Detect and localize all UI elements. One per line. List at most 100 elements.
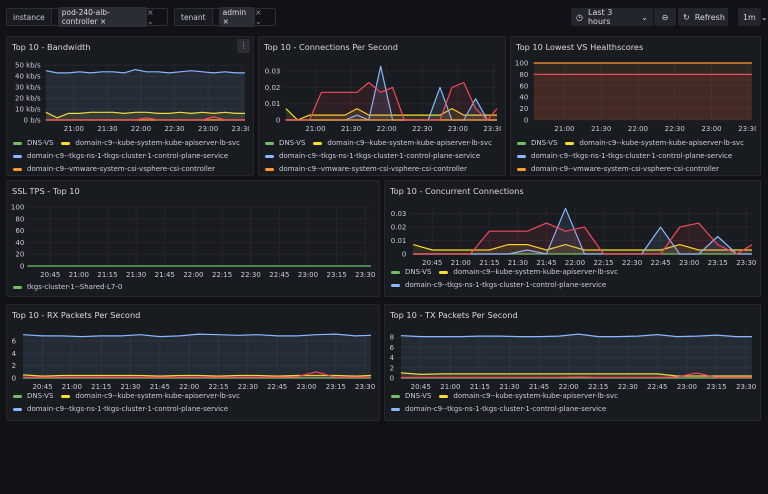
x-tick-label: 23:15 bbox=[706, 383, 726, 391]
tenant-chip[interactable]: admin × bbox=[218, 7, 255, 27]
legend-item[interactable]: domain-c9--tkgs-ns-1-tkgs-cluster-1-cont… bbox=[13, 152, 228, 160]
instance-variable[interactable]: instance pod-240-alb-controller × × ⌄ bbox=[6, 7, 168, 27]
legend-item[interactable]: tkgs-cluster-1--Shared-L7-0 bbox=[13, 283, 122, 291]
legend-swatch bbox=[391, 270, 400, 274]
series-area bbox=[413, 208, 752, 254]
clear-chevron-icon[interactable]: × ⌄ bbox=[254, 8, 262, 26]
chart-rx: 0 2 4 6 20:45 21:00 21:15 21:30 21:45 22:00 22:15 2… bbox=[12, 331, 375, 391]
x-tick-label: 23:30 bbox=[483, 125, 501, 133]
x-tick-label: 22:15 bbox=[208, 383, 228, 391]
legend-item[interactable]: domain-c9--tkgs-ns-1-tkgs-cluster-1-cont… bbox=[391, 281, 606, 289]
legend-swatch bbox=[391, 407, 400, 411]
clear-chevron-icon[interactable]: × ⌄ bbox=[146, 8, 154, 26]
series-line-domain-c9--kube-system-kube-apiserver-lb-svc bbox=[22, 374, 372, 377]
legend-item[interactable]: domain-c9--tkgs-ns-1-tkgs-cluster-1-cont… bbox=[13, 405, 228, 413]
remove-icon[interactable]: × bbox=[99, 17, 107, 26]
instance-value: pod-240-alb-controller bbox=[61, 8, 110, 26]
x-tick-label: 22:00 bbox=[179, 383, 199, 391]
y-tick-label: 0.01 bbox=[391, 237, 407, 245]
y-tick-label: 0 b/s bbox=[24, 117, 41, 125]
y-tick-label: 80 bbox=[519, 71, 528, 79]
y-tick-label: 60 bbox=[15, 227, 24, 235]
legend-label: domain-c9--tkgs-ns-1-tkgs-cluster-1-cont… bbox=[405, 281, 607, 289]
legend-item[interactable]: domain-c9--vmware-system-csi-vsphere-csi… bbox=[13, 165, 215, 173]
x-tick-label: 23:30 bbox=[736, 383, 756, 391]
x-tick-label: 22:00 bbox=[559, 383, 579, 391]
x-tick-label: 22:45 bbox=[267, 383, 287, 391]
x-tick-label: 23:00 bbox=[701, 125, 721, 133]
legend-item[interactable]: domain-c9--kube-system-kube-apiserver-lb… bbox=[313, 139, 492, 147]
legend-label: domain-c9--kube-system-kube-apiserver-lb… bbox=[327, 139, 492, 147]
legend-item[interactable]: DNS-VS bbox=[391, 392, 431, 400]
series-line-unnamed bbox=[401, 372, 752, 379]
legend-swatch bbox=[391, 283, 400, 287]
legend-label: domain-c9--tkgs-ns-1-tkgs-cluster-1-cont… bbox=[405, 405, 607, 413]
tenant-variable[interactable]: tenant admin × × ⌄ bbox=[174, 7, 276, 27]
chart-ssl: 0 20 40 60 80 100 20:45 21:00 21:15 21:30 21:45 22:… bbox=[11, 204, 375, 280]
x-tick-label: 23:00 bbox=[448, 125, 468, 133]
series-line-domain-c9--kube-system-kube-apiserver-lb-svc bbox=[400, 372, 752, 377]
y-tick-label: 100 bbox=[11, 204, 24, 212]
y-tick-label: 0 bbox=[20, 263, 24, 271]
legend-item[interactable]: domain-c9--vmware-system-csi-vsphere-csi… bbox=[265, 165, 467, 173]
legend-item[interactable]: DNS-VS bbox=[13, 139, 53, 147]
legend-item[interactable]: domain-c9--tkgs-ns-1-tkgs-cluster-1-cont… bbox=[391, 405, 606, 413]
legend-item[interactable]: DNS-VS bbox=[517, 139, 557, 147]
x-tick-label: 23:30 bbox=[738, 125, 756, 133]
legend-label: domain-c9--vmware-system-csi-vsphere-csi… bbox=[279, 165, 467, 173]
x-tick-label: 21:00 bbox=[69, 271, 89, 279]
legend-label: DNS-VS bbox=[531, 139, 558, 147]
legend-item[interactable]: domain-c9--kube-system-kube-apiserver-lb… bbox=[61, 139, 240, 147]
legend-label: domain-c9--vmware-system-csi-vsphere-csi… bbox=[531, 165, 719, 173]
series-line-unnamed bbox=[413, 222, 753, 255]
legend-item[interactable]: domain-c9--kube-system-kube-apiserver-lb… bbox=[439, 392, 618, 400]
legend-item[interactable]: domain-c9--tkgs-ns-1-tkgs-cluster-1-cont… bbox=[265, 152, 480, 160]
x-tick-label: 21:30 bbox=[126, 271, 146, 279]
instance-chip[interactable]: pod-240-alb-controller × bbox=[57, 7, 147, 27]
x-tick-label: 21:45 bbox=[150, 383, 170, 391]
y-tick-label: 60 bbox=[519, 82, 528, 90]
series-line-domain-c9--kube-system-kube-apiserver-lb-svc bbox=[285, 108, 497, 121]
legend-label: DNS-VS bbox=[279, 139, 306, 147]
legend-swatch bbox=[13, 154, 22, 158]
y-tick-label: 0 bbox=[12, 375, 16, 383]
panel-menu-icon[interactable]: ⋮ bbox=[237, 39, 250, 53]
legend-swatch bbox=[61, 141, 71, 145]
series-line-domain-c9--tkgs-ns-1-tkgs-cluster-1-control-plane-service bbox=[22, 333, 372, 338]
panel-rx-packets: Top 10 - RX Packets Per Second 0 2 4 6 20:45… bbox=[6, 304, 380, 421]
remove-icon[interactable]: × bbox=[222, 17, 229, 26]
legend-label: DNS-VS bbox=[27, 139, 54, 147]
legend: DNS-VS domain-c9--kube-system-kube-apiser… bbox=[391, 392, 756, 413]
legend-label: DNS-VS bbox=[405, 392, 432, 400]
series-area bbox=[285, 108, 497, 120]
y-tick-label: 6 bbox=[390, 344, 395, 352]
legend-item[interactable]: domain-c9--vmware-system-csi-vsphere-csi… bbox=[517, 165, 719, 173]
series-area bbox=[533, 74, 752, 120]
legend-label: DNS-VS bbox=[405, 268, 432, 276]
x-tick-label: 22:00 bbox=[131, 125, 151, 133]
x-tick-label: 21:00 bbox=[451, 259, 471, 267]
refresh-interval[interactable]: 1m bbox=[742, 12, 756, 22]
legend-item[interactable]: domain-c9--tkgs-ns-1-tkgs-cluster-1-cont… bbox=[517, 152, 732, 160]
legend-item[interactable]: domain-c9--kube-system-kube-apiserver-lb… bbox=[439, 268, 618, 276]
chart-tx: 0 2 4 6 8 20:45 21:00 21:15 21:30 21:45 22:00 22:15… bbox=[390, 331, 756, 391]
legend-label: domain-c9--kube-system-kube-apiserver-lb… bbox=[579, 139, 744, 147]
legend-swatch bbox=[565, 141, 575, 145]
x-tick-label: 21:00 bbox=[64, 125, 84, 133]
series-area bbox=[285, 66, 497, 120]
legend-item[interactable]: domain-c9--kube-system-kube-apiserver-lb… bbox=[61, 392, 240, 400]
legend-item[interactable]: domain-c9--kube-system-kube-apiserver-lb… bbox=[565, 139, 744, 147]
refresh-button[interactable]: ↻ Refresh 1m ⌄ bbox=[678, 8, 768, 26]
chart-bandwidth: 0 b/s 10 kb/s 20 kb/s 30 kb/s 40 kb/s 50 kb/s… bbox=[15, 62, 249, 133]
legend-item[interactable]: DNS-VS bbox=[391, 268, 431, 276]
zoom-out-button[interactable]: ⊖ bbox=[654, 8, 676, 26]
time-picker[interactable]: ◷ Last 3 hours ⌄ bbox=[571, 8, 653, 26]
x-tick-label: 21:30 bbox=[97, 125, 117, 133]
legend-item[interactable]: DNS-VS bbox=[265, 139, 305, 147]
legend-swatch bbox=[265, 154, 274, 158]
legend-label: DNS-VS bbox=[27, 392, 54, 400]
legend-item[interactable]: DNS-VS bbox=[13, 392, 53, 400]
legend-label: domain-c9--tkgs-ns-1-tkgs-cluster-1-cont… bbox=[531, 152, 733, 160]
x-tick-label: 21:45 bbox=[536, 259, 556, 267]
legend-swatch bbox=[517, 167, 526, 171]
